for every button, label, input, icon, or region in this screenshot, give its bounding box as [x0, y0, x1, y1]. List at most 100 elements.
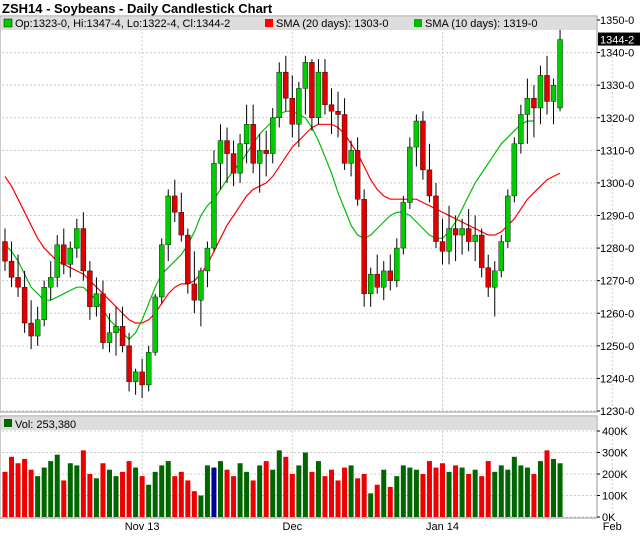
candle-down	[126, 345, 132, 382]
volume-bar	[106, 469, 112, 517]
volume-bar	[518, 465, 524, 517]
candle-up	[74, 228, 80, 249]
volume-bar	[426, 461, 432, 517]
volume-bar	[524, 467, 530, 517]
candle-up	[211, 163, 217, 249]
volume-bar	[74, 465, 80, 517]
volume-bar	[120, 471, 126, 517]
volume-bar	[537, 461, 543, 517]
candle-up	[367, 273, 374, 294]
volume-bar	[505, 469, 511, 517]
candle-down	[8, 260, 15, 278]
volume-bar	[446, 471, 452, 517]
volume-bar	[361, 474, 367, 517]
candle-down	[80, 228, 87, 272]
candle-up	[537, 75, 544, 109]
price-tick-label: 1280-0	[600, 243, 634, 255]
volume-bar	[296, 465, 302, 517]
volume-bar	[472, 469, 478, 517]
candle-down	[439, 241, 446, 252]
volume-bar	[204, 465, 210, 517]
x-tick-label: Feb	[603, 521, 622, 533]
price-tick-label: 1250-0	[600, 341, 634, 353]
volume-bar	[459, 467, 465, 517]
candle-up	[243, 124, 250, 145]
price-tick-label: 1270-0	[600, 276, 634, 288]
volume-bar	[250, 480, 256, 517]
candle-up	[67, 247, 74, 265]
volume-tick-label: 0K	[602, 512, 616, 524]
candle-up	[132, 371, 139, 382]
candle-down	[230, 153, 237, 174]
candle-up	[394, 247, 400, 281]
last-price-marker	[598, 32, 640, 46]
volume-bar	[479, 476, 485, 517]
volume-bar	[420, 474, 426, 517]
candle-down	[61, 244, 67, 265]
volume-bar	[113, 476, 119, 517]
price-tick-label: 1310-0	[600, 145, 634, 157]
candle-up	[446, 228, 452, 252]
candle-up	[407, 146, 413, 203]
price-tick-label: 1350-0	[600, 15, 634, 27]
volume-bar	[15, 463, 21, 517]
volume-bar	[41, 467, 47, 517]
candle-up	[204, 247, 211, 272]
price-tick-label: 1290-0	[600, 211, 634, 223]
candle-up	[459, 228, 465, 236]
candle-down	[328, 104, 335, 112]
candle-up	[524, 97, 531, 115]
candle-up	[302, 62, 309, 89]
volume-bar	[211, 467, 217, 517]
volume-bar	[257, 465, 263, 517]
volume-bar	[270, 469, 276, 517]
volume-bars-layer	[2, 450, 563, 517]
candle-up	[557, 39, 563, 109]
volume-bar	[224, 469, 230, 517]
price-tick-label: 1330-0	[600, 80, 634, 92]
volume-bar	[289, 474, 295, 517]
candle-down	[178, 212, 185, 236]
candle-up	[270, 117, 276, 154]
x-tick-label: Jan 14	[426, 521, 459, 533]
sma10-layer	[4, 110, 534, 341]
volume-legend-text: Vol: 253,380	[15, 419, 76, 431]
candle-up	[198, 270, 204, 301]
candle-down	[354, 150, 361, 200]
ohlc-legend-text: Op:1323-0, Hi:1347-4, Lo:1322-4, Cl:1344…	[15, 18, 230, 30]
volume-bar	[133, 467, 139, 517]
candle-down	[452, 228, 459, 236]
candle-up	[413, 120, 420, 148]
x-tick-label: Nov 13	[125, 521, 160, 533]
volume-bar	[453, 465, 459, 517]
candle-down	[224, 140, 230, 154]
chart-title: ZSH14 - Soybeans - Daily Candlestick Cha…	[2, 1, 273, 16]
volume-bar	[440, 463, 446, 517]
candle-up	[492, 270, 498, 288]
volume-legend-swatch	[4, 419, 12, 427]
volume-bar	[198, 495, 204, 517]
candle-down	[309, 62, 315, 118]
volume-bar	[172, 476, 178, 517]
candle-down	[465, 228, 472, 242]
candle-up	[256, 150, 263, 164]
volume-bar	[9, 456, 15, 517]
price-legend-bar	[1, 17, 596, 30]
volume-bar	[329, 469, 334, 517]
price-tick-label: 1260-0	[600, 308, 634, 320]
candle-up	[472, 234, 478, 242]
price-tick-label: 1300-0	[600, 178, 634, 190]
volume-bar	[191, 491, 197, 517]
volume-bar	[315, 461, 321, 517]
volume-bar	[54, 454, 60, 517]
volume-bar	[152, 471, 158, 517]
candle-up	[106, 332, 113, 343]
candle-down	[322, 71, 328, 105]
candle-up	[145, 352, 152, 386]
volume-bar	[159, 465, 165, 517]
volume-bar	[335, 480, 341, 517]
candle-down	[531, 97, 537, 109]
price-tick-label: 1240-0	[600, 373, 634, 385]
candle-up	[511, 143, 518, 197]
candle-up	[159, 244, 165, 298]
